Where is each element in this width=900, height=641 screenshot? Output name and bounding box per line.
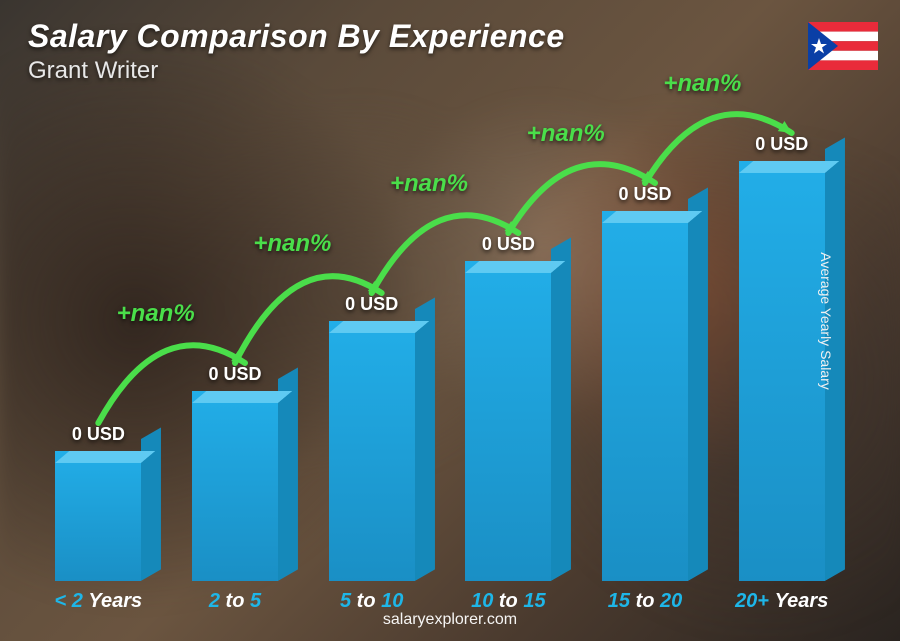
footer-attribution: salaryexplorer.com — [0, 611, 900, 629]
delta-label: +nan% — [663, 70, 741, 98]
bar-value-label: 0 USD — [345, 294, 398, 315]
bar-value-label: 0 USD — [619, 184, 672, 205]
chart-subtitle: Grant Writer — [28, 57, 565, 85]
bar-front-face — [465, 261, 551, 581]
bar-group-lt2: 0 USD< 2 Years — [30, 120, 167, 581]
bar-group-15_20: 0 USD15 to 20 — [577, 120, 714, 581]
bar-value-label: 0 USD — [209, 364, 262, 385]
bar-top-face — [739, 161, 839, 173]
bar — [739, 161, 825, 581]
x-axis-label: 10 to 15 — [471, 590, 546, 613]
chart-title: Salary Comparison By Experience — [28, 18, 565, 55]
x-axis-label: 15 to 20 — [608, 590, 683, 613]
x-axis-label: 5 to 10 — [340, 590, 403, 613]
header: Salary Comparison By Experience Grant Wr… — [28, 18, 565, 85]
flag-stripe — [808, 60, 878, 70]
bar-top-face — [192, 391, 292, 403]
bar-side-face — [551, 237, 571, 581]
y-axis-label: Average Yearly Salary — [817, 252, 833, 390]
bar — [192, 391, 278, 581]
bar-value-label: 0 USD — [755, 134, 808, 155]
bar-value-label: 0 USD — [72, 424, 125, 445]
bar-front-face — [55, 451, 141, 581]
bar-top-face — [465, 261, 565, 273]
bar-side-face — [415, 297, 435, 581]
bar — [55, 451, 141, 581]
x-axis-label: 20+ Years — [735, 590, 828, 613]
bar-top-face — [329, 321, 429, 333]
bar-value-label: 0 USD — [482, 234, 535, 255]
delta-label: +nan% — [117, 300, 195, 328]
bar-top-face — [602, 211, 702, 223]
bar-top-face — [55, 451, 155, 463]
chart-container: Salary Comparison By Experience Grant Wr… — [0, 0, 900, 641]
bar — [602, 211, 688, 581]
bar-front-face — [329, 321, 415, 581]
bar-front-face — [739, 161, 825, 581]
bar-front-face — [602, 211, 688, 581]
x-axis-label: < 2 Years — [54, 590, 142, 613]
delta-label: +nan% — [527, 120, 605, 148]
bar-side-face — [688, 187, 708, 581]
delta-label: +nan% — [390, 170, 468, 198]
flag-icon — [808, 22, 878, 70]
delta-label: +nan% — [253, 230, 331, 258]
bar — [329, 321, 415, 581]
bar-group-2_5: 0 USD2 to 5 — [167, 120, 304, 581]
bar-front-face — [192, 391, 278, 581]
x-axis-label: 2 to 5 — [209, 590, 261, 613]
bar — [465, 261, 551, 581]
flag-stripe — [808, 22, 878, 32]
